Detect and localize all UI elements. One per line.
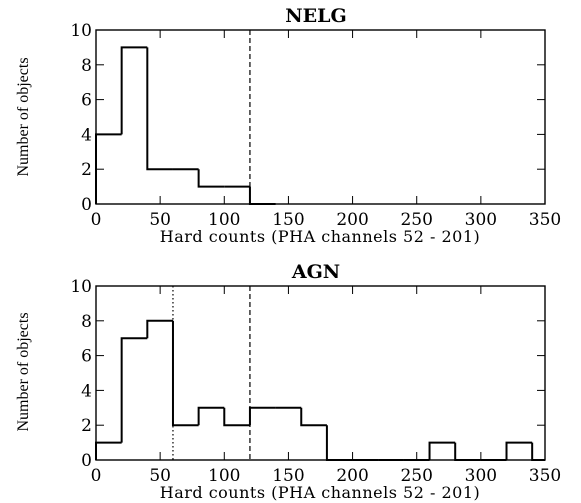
y-tick-label: 0 [81,195,92,215]
histogram-bin [248,406,276,426]
x-axis-label: Hard counts (PHA channels 52 - 201) [160,227,481,246]
chart-title: NELG [285,5,346,27]
x-tick-label: 300 [465,466,497,486]
agn-histogram-panel: AGN Number of objects Hard counts (PHA c… [15,261,561,502]
histogram-bars [95,46,276,205]
tick-group: 0 50 100 150 200 250 300 350 0 2 4 6 8 10 [70,21,561,230]
histogram-bin [531,442,545,461]
y-tick-label: 2 [81,416,92,436]
histogram-bin [454,442,481,461]
y-tick-label: 4 [81,381,92,401]
histogram-bin [248,186,276,205]
y-tick-label: 10 [70,277,92,297]
y-tick-label: 8 [81,312,92,332]
reference-lines [172,286,251,460]
histogram-bin [197,169,225,188]
x-tick-label: 350 [529,466,561,486]
histogram-bin [325,425,353,461]
histogram-bin [120,337,148,443]
tick-group: 0 50 100 150 200 250 300 350 0 2 4 6 8 10 [70,277,561,486]
histogram-bin [223,407,250,427]
x-tick-label: 0 [91,466,102,486]
histogram-bin [171,320,199,427]
x-tick-label: 100 [208,466,240,486]
histogram-bin [120,46,148,135]
x-tick-label: 350 [529,210,561,230]
x-tick-label: 250 [400,466,432,486]
y-tick-label: 2 [81,160,92,180]
y-axis-label: Number of objects [15,57,32,176]
histogram-bin [146,319,173,339]
histogram-bin [197,406,225,426]
y-axis-label: Number of objects [15,312,32,431]
y-tick-label: 4 [81,125,92,145]
x-tick-label: 0 [91,210,102,230]
x-tick-label: 150 [272,466,304,486]
y-tick-label: 6 [81,91,92,111]
x-tick-label: 200 [336,210,368,230]
histogram-bars [95,319,545,461]
y-tick-label: 6 [81,347,92,367]
x-tick-label: 250 [400,210,432,230]
chart-title: AGN [291,261,340,283]
x-tick-label: 300 [465,210,497,230]
plot-frame [95,285,546,461]
nelg-histogram-panel: NELG Number of objects Hard counts (PHA … [15,5,561,246]
y-tick-label: 8 [81,56,92,76]
x-tick-label: 150 [272,210,304,230]
y-tick-label: 0 [81,451,92,471]
histogram-bin [505,441,533,460]
y-tick-label: 10 [70,21,92,41]
x-tick-label: 50 [149,466,171,486]
x-axis-label: Hard counts (PHA channels 52 - 201) [160,483,481,502]
histogram-bin [428,441,456,460]
histogram-bin [300,407,327,427]
plot-frame [95,29,546,205]
x-tick-label: 200 [336,466,368,486]
histogram-bin [95,441,122,460]
x-tick-label: 100 [208,210,240,230]
histogram-bin [146,47,173,171]
x-tick-label: 50 [149,210,171,230]
